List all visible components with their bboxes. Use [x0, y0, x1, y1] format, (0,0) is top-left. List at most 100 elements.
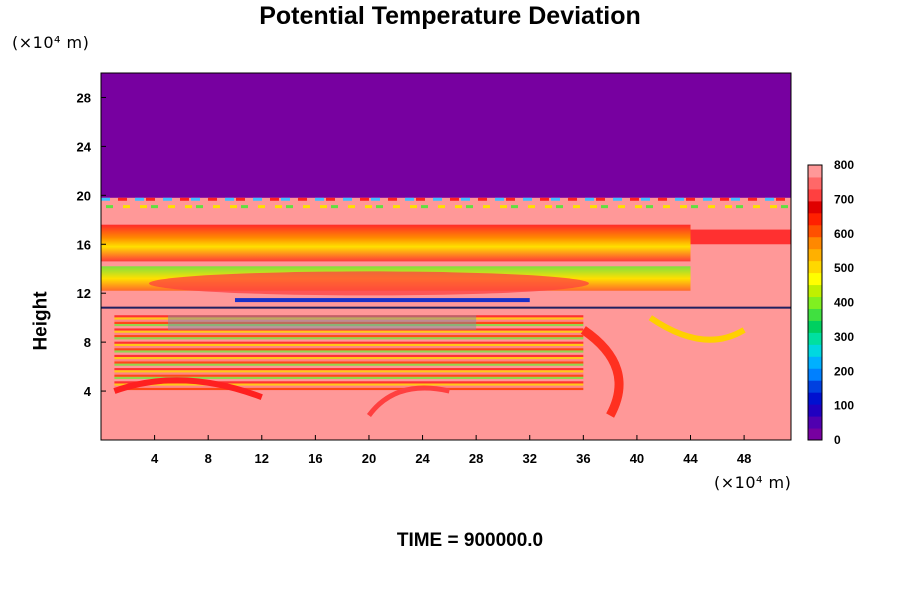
boundary-spot	[765, 197, 774, 201]
stripe	[114, 354, 584, 358]
boundary-spot	[348, 205, 355, 209]
boundary-spot	[225, 197, 234, 201]
colorbar-tick-label: 400	[834, 296, 854, 310]
boundary-spot	[725, 205, 732, 209]
boundary-spot	[540, 197, 549, 201]
colorbar-tick-label: 300	[834, 330, 854, 344]
boundary-spot	[545, 205, 552, 209]
boundary-spot	[483, 205, 490, 209]
boundary-spot	[405, 197, 414, 201]
x-tick-label: 16	[308, 451, 322, 466]
colorbar-tick-label: 700	[834, 192, 854, 206]
boundary-spot	[455, 205, 462, 209]
boundary-spot	[663, 205, 670, 209]
boundary-spot	[101, 197, 110, 201]
stripe	[114, 339, 584, 342]
boundary-spot	[230, 205, 237, 209]
boundary-spot	[146, 197, 155, 201]
boundary-spot	[270, 197, 279, 201]
stripe	[114, 337, 584, 340]
colorbar-swatch	[808, 308, 822, 321]
boundary-spot	[506, 197, 515, 201]
x-tick-label: 44	[683, 451, 698, 466]
boundary-spot	[601, 205, 608, 209]
colorbar-swatch	[808, 236, 822, 250]
colorbar-tick-label: 600	[834, 227, 854, 241]
boundary-spot	[123, 205, 130, 209]
colorbar-tick-label: 0	[834, 433, 841, 447]
colorbar-swatch	[808, 284, 822, 298]
stripe	[114, 350, 584, 353]
y-tick-label: 12	[77, 286, 91, 301]
stripe	[114, 370, 584, 373]
dark-line	[101, 306, 791, 309]
colorbar-swatch	[808, 368, 822, 381]
colorbar-swatch	[808, 212, 822, 226]
boundary-spot	[478, 197, 487, 201]
boundary-spot	[208, 197, 217, 201]
boundary-spot	[371, 197, 380, 201]
colorbar-swatch	[808, 404, 822, 417]
boundary-spot	[500, 205, 507, 209]
y-tick-label: 4	[84, 384, 92, 399]
y-axis-unit: (×10⁴ m)	[12, 33, 90, 52]
boundary-spot	[275, 205, 282, 209]
colorbar-swatch	[808, 356, 822, 369]
boundary-spot	[703, 197, 712, 201]
boundary-spot	[691, 205, 698, 209]
colorbar-swatch	[808, 428, 822, 441]
colorbar-swatch	[808, 392, 822, 405]
x-tick-label: 28	[469, 451, 483, 466]
colorbar-swatch	[808, 224, 822, 238]
stripe	[114, 330, 584, 333]
boundary-spot	[461, 197, 470, 201]
boundary-spot	[466, 205, 473, 209]
cold-sheet	[234, 298, 530, 303]
x-tick-label: 8	[205, 451, 212, 466]
boundary-spot	[438, 205, 445, 209]
boundary-spot	[590, 205, 597, 209]
colorbar-swatch	[808, 200, 822, 214]
boundary-spot	[708, 205, 715, 209]
boundary-spot	[630, 197, 639, 201]
stripe	[114, 385, 584, 388]
x-tick-label: 24	[415, 451, 430, 466]
boundary-spot	[281, 197, 290, 201]
stripe	[114, 372, 584, 375]
boundary-spot	[556, 205, 563, 209]
colorbar-swatch	[808, 344, 822, 357]
boundary-spot	[168, 205, 175, 209]
boundary-spot	[523, 197, 532, 201]
boundary-spot	[776, 197, 785, 201]
boundary-spot	[388, 197, 397, 201]
stripe	[114, 343, 584, 347]
boundary-spot	[753, 205, 760, 209]
boundary-spot	[658, 197, 667, 201]
boundary-spot	[326, 197, 335, 201]
lower-streak	[113, 377, 263, 400]
y-tick-label: 16	[77, 237, 91, 252]
boundary-spot	[315, 197, 324, 201]
boundary-spot	[573, 205, 580, 209]
boundary-spot	[416, 197, 425, 201]
boundary-spot	[180, 197, 189, 201]
x-tick-label: 36	[576, 451, 590, 466]
boundary-spot	[421, 205, 428, 209]
stripe	[114, 341, 584, 344]
colorbar-swatch	[808, 165, 822, 178]
boundary-spot	[736, 205, 743, 209]
colorbar-tick-label: 100	[834, 399, 854, 413]
boundary-spot	[551, 197, 560, 201]
field-top-region	[101, 73, 791, 198]
boundary-spot	[106, 205, 113, 209]
boundary-spot	[298, 197, 307, 201]
boundary-spot	[568, 197, 577, 201]
boundary-spot	[241, 205, 248, 209]
boundary-spot	[511, 205, 518, 209]
y-tick-label: 24	[77, 139, 92, 154]
boundary-spot	[191, 197, 200, 201]
boundary-spot	[163, 197, 172, 201]
colorbar-swatch	[808, 260, 822, 274]
x-tick-label: 4	[151, 451, 159, 466]
